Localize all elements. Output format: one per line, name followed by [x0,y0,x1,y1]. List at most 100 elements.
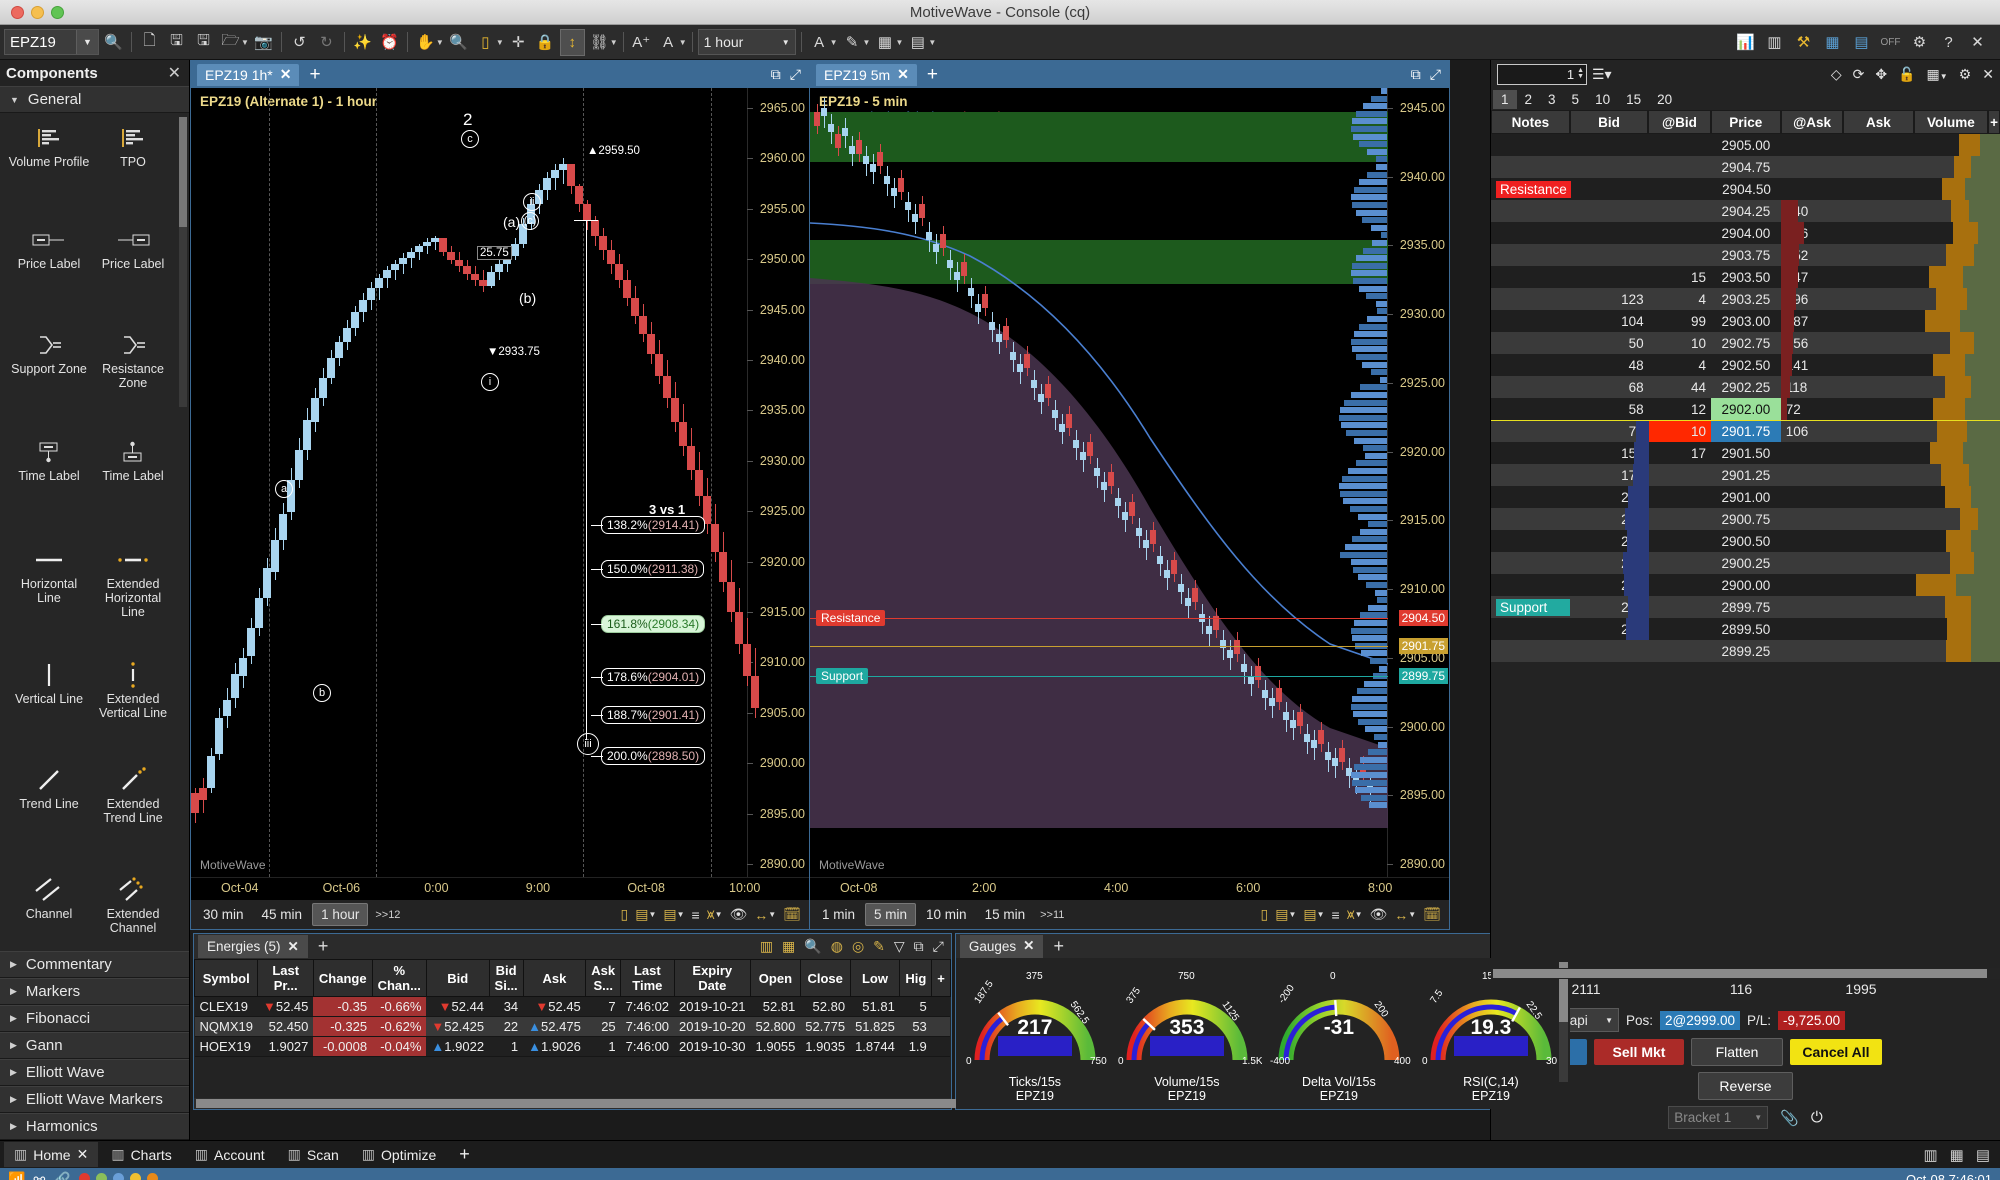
more-timeframes[interactable]: >>11 [1040,908,1065,921]
fit-width-icon[interactable]: ↔ ▼ [754,906,777,923]
redo-icon[interactable]: ↻ [320,34,333,51]
flatten-button[interactable]: Flatten [1691,1038,1783,1066]
column-header[interactable]: Bid Si... [488,959,524,997]
popout-icon[interactable]: ⧉ [913,938,924,954]
dom-row[interactable]: 2903.752528419 [1491,244,2000,266]
attach-icon[interactable]: 📎 [1780,1109,1799,1127]
fib-level-label[interactable]: 200.0%(2898.50) [601,747,706,765]
calendar-icon[interactable]: 🗓 [1423,906,1441,922]
chevron-down-icon[interactable]: ▼ [678,37,687,47]
dom-row[interactable]: 79102901.751069039 [1491,420,2000,442]
column-header[interactable]: Ask S... [585,959,622,997]
power-icon[interactable]: ⏻ [1810,1109,1823,1126]
columns-icon[interactable]: ▥ [759,938,774,954]
status-indicator[interactable] [129,1172,141,1180]
eye-icon[interactable]: 👁 [1369,906,1388,922]
component-support-zone[interactable]: Support Zone [8,328,90,376]
component-volume-profile[interactable]: Volume Profile [8,121,90,169]
grid-icon[interactable]: ▥ [1923,1146,1938,1164]
off-icon[interactable]: OFF [1880,36,1901,48]
bracket-select[interactable]: Bracket 1 ▼ [1668,1106,1769,1129]
component-price-label[interactable]: Price Label [8,223,90,271]
gear-icon[interactable]: ⚙ [1958,65,1972,82]
menu-icon[interactable]: ☰▾ [1592,65,1612,82]
sidebar-category-fibonacci[interactable]: ▶ Fibonacci [0,1005,189,1032]
component-trend-line[interactable]: Trend Line [8,763,90,811]
sidebar-scrollbar-thumb[interactable] [179,117,187,227]
maximize-window-button[interactable] [51,5,64,19]
study-icon[interactable]: ▤ ▼ [663,906,685,922]
help-icon[interactable]: ? [1944,33,1953,51]
chevron-down-icon[interactable]: ▼ [241,37,249,47]
status-indicator[interactable] [95,1172,107,1180]
qty-preset-10[interactable]: 10 [1595,91,1611,107]
chevron-down-icon[interactable]: ▼ [862,37,871,47]
dom-column-ask[interactable]: Ask [1843,110,1914,134]
component-time-label[interactable]: Time Label [8,435,90,483]
dom-column-notes[interactable]: Notes [1491,110,1570,134]
add-tab-button[interactable]: + [317,936,329,956]
layout-icon[interactable]: ▥ [1767,34,1782,51]
undo-icon[interactable]: ↺ [293,34,306,51]
column-header[interactable]: Bid [425,959,490,997]
pencil-icon[interactable]: ✎ [873,938,885,954]
column-header[interactable]: Symbol [194,959,259,997]
component-resistance-zone[interactable]: Resistance Zone [92,328,174,390]
save-as-icon[interactable]: 🖫 [197,31,210,49]
cursor-icon[interactable]: ▯ [481,34,490,51]
dom-row[interactable]: 2452899.507462 [1491,618,2000,640]
timeframe-30min[interactable]: 30 min [203,907,244,922]
link-icon[interactable]: 🔗 [53,1170,71,1180]
close-icon[interactable]: ✕ [167,65,181,82]
qty-preset-20[interactable]: 20 [1657,91,1673,107]
table-icon[interactable]: ▤ [1854,34,1869,51]
column-header[interactable]: Expiry Date [673,959,752,997]
eraser-icon[interactable]: ◇ [1830,65,1842,82]
column-header[interactable]: Change [312,959,373,997]
sidebar-category-markers[interactable]: ▶ Markers [0,978,189,1005]
add-tab-button[interactable]: + [926,63,938,85]
column-header[interactable]: Open [750,959,801,997]
sort-icon[interactable]: ◎ [851,938,865,954]
timeframe-select[interactable]: 1 hour ▼ [697,29,796,55]
fib-level-label[interactable]: 161.8%(2908.34) [601,615,706,633]
dom-hscroll-thumb[interactable] [1493,969,1987,978]
expand-icon[interactable]: ⤢ [932,938,944,954]
keypad-icon[interactable]: ▦▼ [1926,65,1948,82]
add-tab-button[interactable]: + [309,63,321,85]
resistance-tag[interactable]: Resistance [816,610,886,626]
taskbar-item-home[interactable]: ▥ Home ✕ [4,1142,99,1167]
component-channel[interactable]: Channel [8,873,90,921]
popout-icon[interactable]: ⧉ [770,66,781,82]
fib-level-label[interactable]: 188.7%(2901.41) [601,706,706,724]
vertical-fit-icon[interactable]: ↕ [559,28,585,56]
dom-row[interactable]: 2542900.755528 [1491,508,2000,530]
sidebar-category-general[interactable]: ▼ General [0,86,189,113]
taskbar-item-optimize[interactable]: ▥ Optimize [352,1142,446,1167]
close-icon[interactable]: ✕ [1982,65,1994,82]
plus-icon[interactable]: ✛ [511,34,525,51]
hand-icon[interactable]: ✋ [416,34,435,51]
chevron-down-icon[interactable]: ▼ [435,37,444,47]
open-icon[interactable]: 🗁 [221,31,240,49]
column-header[interactable]: Ask [522,959,587,997]
sidebar-category-elliott-wave[interactable]: ▶ Elliott Wave [0,1059,189,1086]
dom-add-column[interactable]: + [1988,110,2000,134]
tab-energies[interactable]: Energies (5) ✕ [198,935,308,958]
indicator-icon[interactable]: ▤ ▼ [635,906,657,922]
alarm-icon[interactable]: ⏰ [380,34,399,51]
eye-icon[interactable]: 👁 [729,906,748,922]
dom-column-volume[interactable]: Volume [1913,110,1989,134]
lines-icon[interactable]: ≡ [1331,906,1340,923]
close-icon[interactable]: ✕ [1023,938,1035,953]
camera-icon[interactable]: 📷 [254,34,273,51]
search-icon[interactable]: 🔍 [104,34,123,51]
pencil-icon[interactable]: ✎ [845,34,859,51]
minimize-window-button[interactable] [31,5,44,19]
link-icon[interactable]: ⛓ [589,34,609,51]
